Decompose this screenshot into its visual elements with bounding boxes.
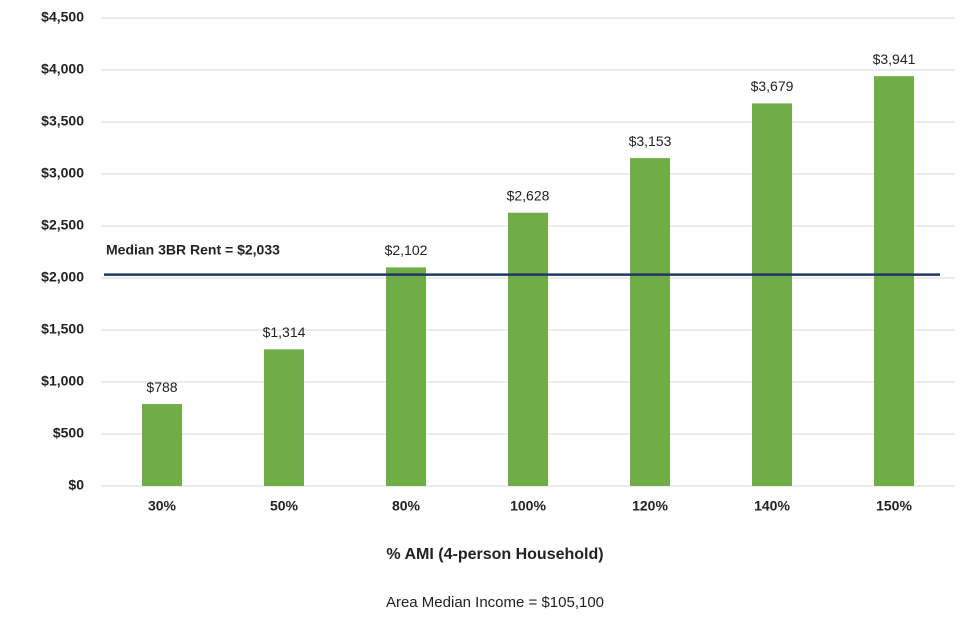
y-tick-label: $1,500 bbox=[41, 321, 84, 337]
bar bbox=[264, 349, 304, 486]
y-tick-label: $2,500 bbox=[41, 217, 84, 233]
x-tick-label: 30% bbox=[148, 498, 177, 514]
y-tick-label: $500 bbox=[53, 425, 84, 441]
bar bbox=[874, 76, 914, 487]
data-label: $2,102 bbox=[385, 242, 428, 258]
y-tick-label: $1,000 bbox=[41, 373, 84, 389]
note: Area Median Income = $105,100 bbox=[386, 594, 604, 611]
data-label: $3,153 bbox=[629, 133, 672, 149]
x-tick-label: 140% bbox=[754, 498, 790, 514]
bar bbox=[630, 158, 670, 486]
y-tick-label: $0 bbox=[68, 477, 84, 493]
data-label: $788 bbox=[146, 379, 177, 395]
x-tick-label: 100% bbox=[510, 498, 546, 514]
bar bbox=[752, 103, 792, 486]
x-axis-label: % AMI (4-person Household) bbox=[386, 546, 603, 563]
reference-label: Median 3BR Rent = $2,033 bbox=[106, 241, 280, 257]
y-tick-label: $3,000 bbox=[41, 165, 84, 181]
data-label: $2,628 bbox=[507, 187, 550, 203]
y-tick-label: $4,500 bbox=[41, 9, 84, 25]
x-tick-label: 150% bbox=[876, 498, 912, 514]
y-tick-label: $3,500 bbox=[41, 113, 84, 129]
bar bbox=[508, 212, 548, 487]
y-tick-label: $4,000 bbox=[41, 61, 84, 77]
x-tick-label: 50% bbox=[270, 498, 299, 514]
data-label: $1,314 bbox=[263, 324, 306, 340]
x-tick-label: 80% bbox=[392, 498, 421, 514]
y-tick-label: $2,000 bbox=[41, 269, 84, 285]
bar bbox=[142, 404, 182, 486]
x-tick-label: 120% bbox=[632, 498, 668, 514]
data-label: $3,941 bbox=[873, 51, 916, 67]
bar bbox=[386, 267, 426, 486]
data-label: $3,679 bbox=[751, 78, 794, 94]
